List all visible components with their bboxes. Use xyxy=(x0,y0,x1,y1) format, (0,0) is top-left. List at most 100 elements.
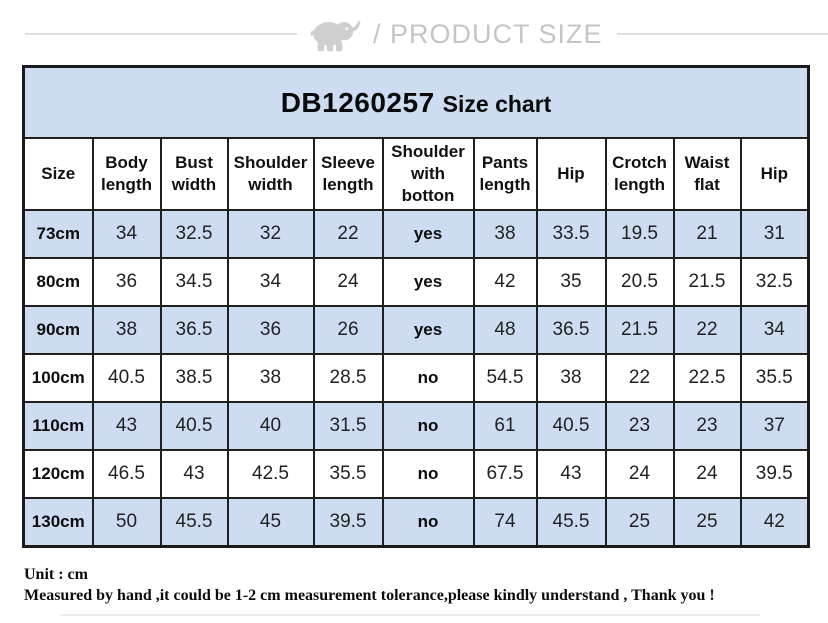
value-cell: 23 xyxy=(672,401,742,451)
value-cell: 22 xyxy=(604,353,675,403)
product-code: DB1260257 xyxy=(280,86,435,118)
value-cell: 32.5 xyxy=(159,209,229,259)
value-cell: 28.5 xyxy=(312,353,384,403)
value-cell: 21.5 xyxy=(672,257,742,307)
value-cell: yes xyxy=(381,257,475,307)
value-cell: 67.5 xyxy=(472,449,538,499)
footer-unit: Unit : cm xyxy=(24,566,88,583)
value-cell: 36.5 xyxy=(159,305,229,355)
value-cell: 22 xyxy=(312,209,384,259)
value-cell: 46.5 xyxy=(91,449,162,499)
value-cell: 32 xyxy=(226,209,315,259)
value-cell: 38 xyxy=(91,305,162,355)
value-cell: 40.5 xyxy=(535,401,607,451)
table-row: 120cm 46.5 43 42.5 35.5 no 67.5 43 24 24 39.5 xyxy=(22,449,810,499)
table-row: 100cm 40.5 38.5 38 28.5 no 54.5 38 22 22.5 35.5 xyxy=(22,353,810,403)
value-cell: 45.5 xyxy=(159,497,229,548)
value-cell: 38 xyxy=(535,353,607,403)
value-cell: 34 xyxy=(739,305,810,355)
column-header: Sleeve length xyxy=(312,137,384,211)
value-cell: 39.5 xyxy=(312,497,384,548)
column-header: Hip xyxy=(739,137,810,211)
value-cell: no xyxy=(381,449,475,499)
value-cell: 34.5 xyxy=(159,257,229,307)
column-header: Pants length xyxy=(472,137,538,211)
header-divider-right xyxy=(616,33,828,35)
value-cell: 40 xyxy=(226,401,315,451)
value-cell: 20.5 xyxy=(604,257,675,307)
value-cell: 40.5 xyxy=(159,401,229,451)
column-header: Size xyxy=(22,137,94,211)
column-header-row: Size Body length Bust width Shoulder width S… xyxy=(22,137,810,211)
size-cell: 100cm xyxy=(22,353,94,403)
size-chart-table: DB1260257 Size chart Size Body length Bust … xyxy=(22,65,811,548)
column-header: Hip xyxy=(535,137,607,211)
size-cell: 120cm xyxy=(22,449,94,499)
value-cell: 61 xyxy=(472,401,538,451)
value-cell: yes xyxy=(381,209,475,259)
value-cell: 26 xyxy=(312,305,384,355)
value-cell: no xyxy=(381,401,475,451)
value-cell: 31 xyxy=(739,209,810,259)
value-cell: 45.5 xyxy=(535,497,607,548)
value-cell: 21.5 xyxy=(604,305,675,355)
value-cell: no xyxy=(381,353,475,403)
footer-note: Measured by hand ,it could be 1-2 cm mea… xyxy=(24,587,715,604)
value-cell: 22.5 xyxy=(672,353,742,403)
value-cell: 74 xyxy=(472,497,538,548)
value-cell: 43 xyxy=(535,449,607,499)
value-cell: 25 xyxy=(672,497,742,548)
table-row: 130cm 50 45.5 45 39.5 no 74 45.5 25 25 42 xyxy=(22,497,810,548)
size-cell: 80cm xyxy=(22,257,94,307)
value-cell: 24 xyxy=(604,449,675,499)
column-header: Body length xyxy=(91,137,162,211)
value-cell: 43 xyxy=(91,401,162,451)
table-row: 80cm 36 34.5 34 24 yes 42 35 20.5 21.5 32.5 xyxy=(22,257,810,307)
value-cell: 36.5 xyxy=(535,305,607,355)
column-header: Crotch length xyxy=(604,137,675,211)
table-title-row: DB1260257 Size chart xyxy=(22,65,810,139)
value-cell: 34 xyxy=(226,257,315,307)
value-cell: 37 xyxy=(739,401,810,451)
value-cell: 35 xyxy=(535,257,607,307)
value-cell: 54.5 xyxy=(472,353,538,403)
footer-divider xyxy=(60,614,760,616)
table-title-label: Size chart xyxy=(442,90,552,117)
elephant-icon xyxy=(310,20,361,52)
value-cell: 34 xyxy=(91,209,162,259)
product-size-header: / PRODUCT SIZE xyxy=(0,12,828,56)
column-header: Shoulder width xyxy=(226,137,315,211)
value-cell: 31.5 xyxy=(312,401,384,451)
value-cell: 43 xyxy=(159,449,229,499)
footer-notes: Unit : cm Measured by hand ,it could be … xyxy=(24,566,715,605)
value-cell: 38 xyxy=(226,353,315,403)
value-cell: 39.5 xyxy=(739,449,810,499)
value-cell: no xyxy=(381,497,475,548)
value-cell: 38 xyxy=(472,209,538,259)
size-cell: 130cm xyxy=(22,497,94,548)
header-divider-left xyxy=(25,33,297,35)
value-cell: 42 xyxy=(472,257,538,307)
value-cell: 40.5 xyxy=(91,353,162,403)
table-title: DB1260257 Size chart xyxy=(22,65,810,139)
value-cell: 38.5 xyxy=(159,353,229,403)
value-cell: 50 xyxy=(91,497,162,548)
value-cell: 36 xyxy=(226,305,315,355)
value-cell: 42.5 xyxy=(226,449,315,499)
value-cell: 35.5 xyxy=(739,353,810,403)
value-cell: 24 xyxy=(672,449,742,499)
value-cell: 32.5 xyxy=(739,257,810,307)
value-cell: 36 xyxy=(91,257,162,307)
value-cell: yes xyxy=(381,305,475,355)
column-header: Bust width xyxy=(159,137,229,211)
value-cell: 19.5 xyxy=(604,209,675,259)
value-cell: 23 xyxy=(604,401,675,451)
table-row: 110cm 43 40.5 40 31.5 no 61 40.5 23 23 37 xyxy=(22,401,810,451)
column-header: Waist flat xyxy=(672,137,742,211)
value-cell: 35.5 xyxy=(312,449,384,499)
value-cell: 22 xyxy=(672,305,742,355)
size-cell: 73cm xyxy=(22,209,94,259)
value-cell: 24 xyxy=(312,257,384,307)
size-cell: 90cm xyxy=(22,305,94,355)
breadcrumb: / PRODUCT SIZE xyxy=(373,18,603,49)
